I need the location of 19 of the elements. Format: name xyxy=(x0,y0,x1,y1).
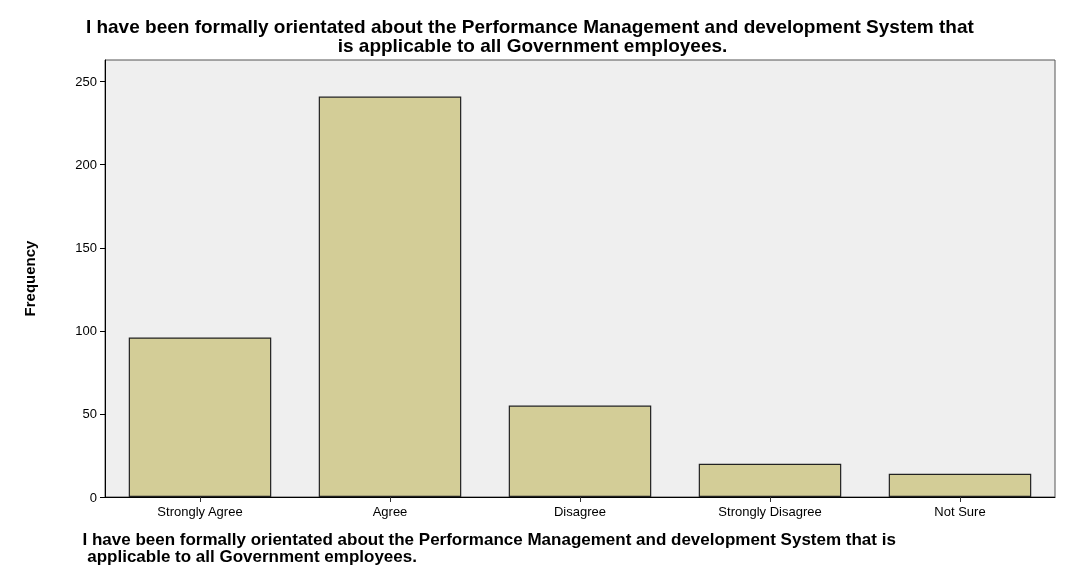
y-tick-label: 200 xyxy=(75,157,97,173)
x-axis-title: I have been formally orientated about the Performance Management and development System that is applicable to all Government employees. xyxy=(82,530,896,566)
y-tick-label: 150 xyxy=(75,240,97,256)
bar xyxy=(128,337,272,497)
x-tick-label: Not Sure xyxy=(934,504,986,519)
bar xyxy=(888,473,1032,497)
chart-title: I have been formally orientated about the Performance Management and development System that is applicable to all Government employees. xyxy=(85,16,980,56)
x-tick-label: Agree xyxy=(372,504,408,519)
y-tick-label: 50 xyxy=(82,406,97,422)
x-tick-label: Strongly Agree xyxy=(157,504,243,519)
y-tick-label: 0 xyxy=(89,489,97,505)
y-axis-title: Frequency xyxy=(21,239,38,317)
bar xyxy=(698,463,842,497)
bar xyxy=(508,405,652,497)
y-tick-label: 100 xyxy=(75,323,97,339)
y-tick-label: 250 xyxy=(75,74,97,90)
bar xyxy=(318,96,462,497)
x-tick-label: Disagree xyxy=(553,504,607,519)
x-tick-label: Strongly Disagree xyxy=(718,504,822,519)
